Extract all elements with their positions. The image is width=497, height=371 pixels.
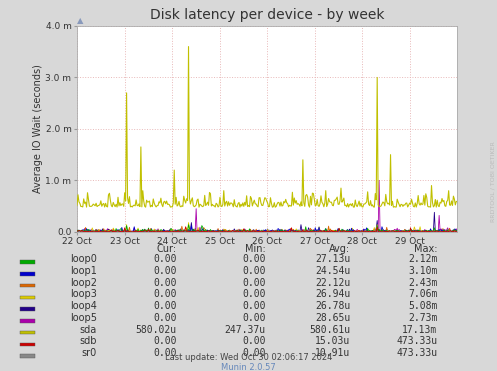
Bar [20,354,35,358]
Text: 0.00: 0.00 [153,336,176,347]
Text: 15.03u: 15.03u [315,336,350,347]
Text: 27.13u: 27.13u [315,254,350,264]
Text: 580.02u: 580.02u [135,325,176,335]
Text: 0.00: 0.00 [153,266,176,276]
Text: 7.06m: 7.06m [408,289,437,299]
Text: ▲: ▲ [77,16,83,25]
Text: 2.73m: 2.73m [408,313,437,323]
Text: 3.10m: 3.10m [408,266,437,276]
Text: 26.94u: 26.94u [315,289,350,299]
Text: 0.00: 0.00 [243,336,266,347]
Text: loop3: loop3 [70,289,97,299]
Bar [20,284,35,287]
Text: 0.00: 0.00 [243,313,266,323]
Text: loop2: loop2 [70,278,97,288]
Y-axis label: Average IO Wait (seconds): Average IO Wait (seconds) [33,65,43,193]
Text: RRDTOOL / TOBI OETIKER: RRDTOOL / TOBI OETIKER [491,141,496,222]
Text: sr0: sr0 [82,348,97,358]
Text: 28.65u: 28.65u [315,313,350,323]
Text: 0.00: 0.00 [153,254,176,264]
Text: 0.00: 0.00 [243,289,266,299]
Text: sda: sda [80,325,97,335]
Text: sdb: sdb [80,336,97,347]
Text: Avg:: Avg: [329,244,350,254]
Text: 10.91u: 10.91u [315,348,350,358]
Bar [20,260,35,264]
Text: loop4: loop4 [70,301,97,311]
Text: 473.33u: 473.33u [396,336,437,347]
Text: 24.54u: 24.54u [315,266,350,276]
Text: 26.78u: 26.78u [315,301,350,311]
Text: 2.12m: 2.12m [408,254,437,264]
Text: Max:: Max: [414,244,437,254]
Text: 0.00: 0.00 [153,348,176,358]
Text: 0.00: 0.00 [153,278,176,288]
Text: Last update: Wed Oct 30 02:06:17 2024: Last update: Wed Oct 30 02:06:17 2024 [165,353,332,362]
Text: 473.33u: 473.33u [396,348,437,358]
Bar [20,272,35,276]
Text: Min:: Min: [245,244,266,254]
Text: 0.00: 0.00 [243,348,266,358]
Text: 0.00: 0.00 [243,301,266,311]
Text: Cur:: Cur: [157,244,176,254]
Text: 22.12u: 22.12u [315,278,350,288]
Text: 0.00: 0.00 [243,266,266,276]
Bar [20,319,35,322]
Text: 0.00: 0.00 [153,289,176,299]
Text: 0.00: 0.00 [243,278,266,288]
Text: loop0: loop0 [70,254,97,264]
Title: Disk latency per device - by week: Disk latency per device - by week [150,8,384,22]
Text: Munin 2.0.57: Munin 2.0.57 [221,362,276,371]
Bar [20,342,35,346]
Text: loop1: loop1 [70,266,97,276]
Text: 5.08m: 5.08m [408,301,437,311]
Text: 2.43m: 2.43m [408,278,437,288]
Text: 0.00: 0.00 [153,313,176,323]
Bar [20,331,35,334]
Text: 580.61u: 580.61u [309,325,350,335]
Bar [20,296,35,299]
Text: 0.00: 0.00 [243,254,266,264]
Text: 17.13m: 17.13m [402,325,437,335]
Text: 247.37u: 247.37u [225,325,266,335]
Bar [20,307,35,311]
Text: loop5: loop5 [70,313,97,323]
Text: 0.00: 0.00 [153,301,176,311]
